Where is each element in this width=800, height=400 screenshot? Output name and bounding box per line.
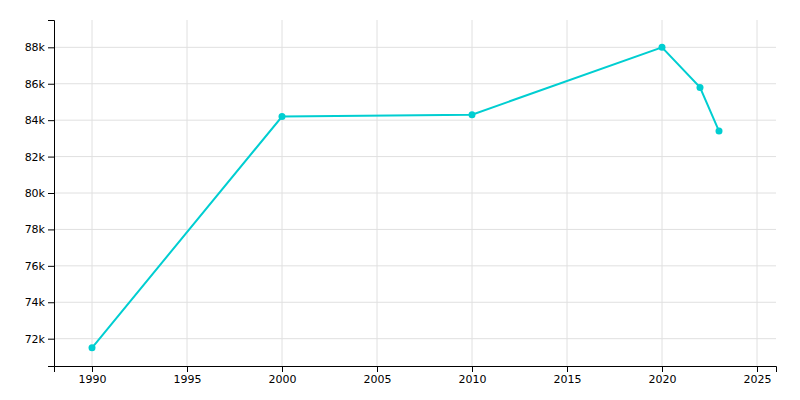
tick: 2015 — [554, 366, 582, 386]
grid-line — [54, 338, 776, 339]
tick-label: 2005 — [364, 373, 392, 386]
grid-line — [54, 47, 776, 48]
tick: 80k — [25, 187, 54, 200]
tick-label: 2015 — [554, 373, 582, 386]
tick-mark — [48, 266, 54, 267]
tick: 72k — [25, 333, 54, 346]
tick-mark — [662, 366, 663, 372]
tick: 2005 — [364, 366, 392, 386]
grid-line — [54, 265, 776, 266]
axis-line — [48, 21, 55, 367]
tick-mark — [48, 302, 54, 303]
tick-mark — [757, 366, 758, 372]
point — [469, 111, 476, 118]
x-axis: 1990 1995 2000 2005 2010 2015 2020 2025 — [55, 366, 777, 386]
tick: 1995 — [174, 366, 202, 386]
marks — [89, 44, 723, 351]
tick-label: 74k — [25, 296, 46, 309]
tick-mark — [48, 229, 54, 230]
tick-mark — [472, 366, 473, 372]
tick-mark — [92, 366, 93, 372]
tick-label: 72k — [25, 333, 46, 346]
grid-line — [54, 120, 776, 121]
tick-mark — [48, 84, 54, 85]
tick-label: 76k — [25, 260, 46, 273]
grid-line — [54, 83, 776, 84]
tick-label: 86k — [25, 78, 46, 91]
tick-label: 78k — [25, 223, 46, 236]
point — [697, 84, 704, 91]
tick-label: 2020 — [649, 373, 677, 386]
tick-label: 82k — [25, 151, 46, 164]
grid — [54, 20, 776, 366]
tick-label: 84k — [25, 114, 46, 127]
tick: 84k — [25, 114, 54, 127]
tick: 2020 — [649, 366, 677, 386]
point — [716, 128, 723, 135]
tick-mark — [567, 366, 568, 372]
tick: 1990 — [79, 366, 107, 386]
tick: 2025 — [744, 366, 772, 386]
tick: 74k — [25, 296, 54, 309]
tick-mark — [187, 366, 188, 372]
tick-label: 1995 — [174, 373, 202, 386]
grid-line — [54, 156, 776, 157]
grid-line — [54, 193, 776, 194]
tick-mark — [48, 193, 54, 194]
tick-mark — [48, 47, 54, 48]
grid-line — [54, 229, 776, 230]
tick-label: 88k — [25, 41, 46, 54]
grid-line — [54, 302, 776, 303]
axis-line — [55, 367, 777, 373]
tick: 2010 — [459, 366, 487, 386]
line — [92, 47, 719, 347]
tick-label: 1990 — [79, 373, 107, 386]
point — [279, 113, 286, 120]
point — [659, 44, 666, 51]
tick-label: 2010 — [459, 373, 487, 386]
tick-mark — [282, 366, 283, 372]
y-axis: 72k 74k 76k 78k 80k 82k 84k 86k 88k — [25, 21, 55, 367]
tick: 2000 — [269, 366, 297, 386]
tick-mark — [48, 339, 54, 340]
tick-mark — [48, 120, 54, 121]
chart: 1990 1995 2000 2005 2010 2015 2020 2025 72k 74k 76… — [0, 0, 800, 400]
tick-label: 2000 — [269, 373, 297, 386]
plot: 1990 1995 2000 2005 2010 2015 2020 2025 72k 74k 76… — [25, 20, 777, 386]
tick: 86k — [25, 78, 54, 91]
tick-label: 2025 — [744, 373, 772, 386]
tick-label: 80k — [25, 187, 46, 200]
tick: 88k — [25, 41, 54, 54]
tick-mark — [48, 157, 54, 158]
point — [89, 344, 96, 351]
tick: 78k — [25, 223, 54, 236]
tick: 82k — [25, 151, 54, 164]
tick-mark — [377, 366, 378, 372]
tick: 76k — [25, 260, 54, 273]
